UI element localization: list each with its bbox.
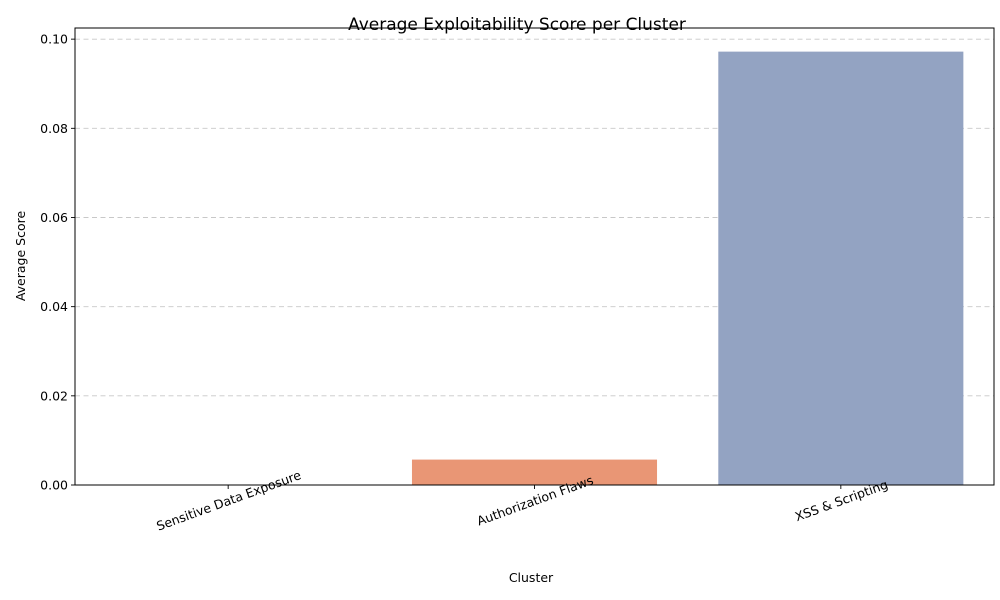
y-axis-ticks: 0.00 0.02 0.04 0.06 0.08 0.10 (40, 32, 75, 493)
chart-title: Average Exploitability Score per Cluster (348, 15, 686, 35)
y-tick-label: 0.06 (40, 210, 68, 225)
x-axis-label: Cluster (509, 570, 554, 585)
y-tick-label: 0.02 (40, 388, 68, 403)
y-tick-label: 0.04 (40, 299, 68, 314)
y-axis-label: Average Score (13, 211, 28, 302)
bar (718, 51, 964, 485)
y-tick-label: 0.00 (40, 478, 68, 493)
bars (411, 51, 964, 485)
y-tick-label: 0.10 (40, 32, 68, 47)
bar (411, 459, 658, 485)
y-tick-label: 0.08 (40, 121, 68, 136)
x-tick-label: Sensitive Data Exposure (154, 467, 303, 533)
